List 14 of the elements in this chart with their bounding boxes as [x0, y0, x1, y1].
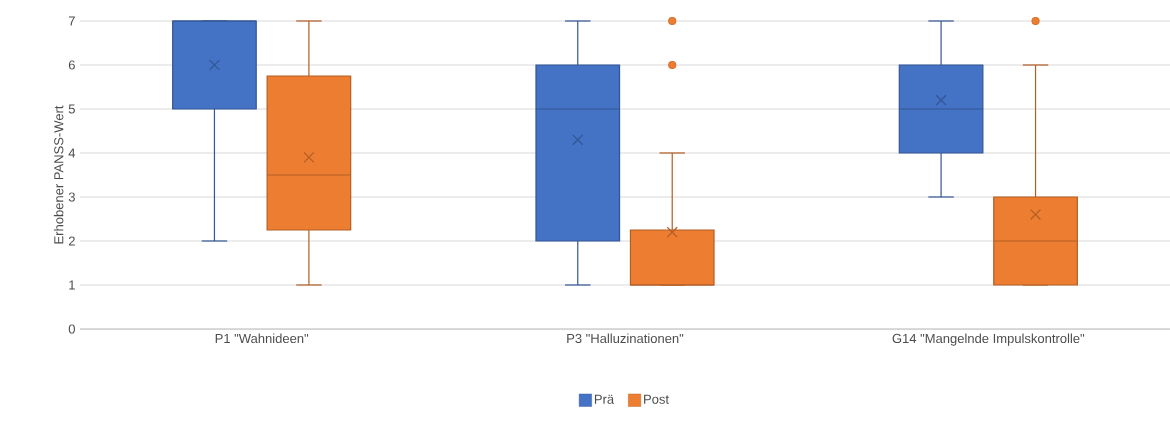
y-tick-label: 5	[68, 104, 75, 114]
y-tick-label: 2	[68, 236, 75, 246]
y-tick-label: 0	[68, 324, 75, 334]
legend-label: Prä	[594, 394, 615, 404]
y-tick-label: 1	[69, 280, 75, 290]
y-tick-label: 7	[68, 16, 75, 26]
x-tick-label: P3 "Halluzinationen"	[567, 333, 684, 344]
y-tick-label: 6	[68, 60, 75, 70]
y-axis-title: Erhobener PANSS-Wert	[53, 105, 64, 244]
y-tick-label: 4	[68, 148, 76, 158]
y-tick-label: 3	[68, 192, 75, 202]
x-tick-label: G14 "Mangelnde Impulskontrolle"	[892, 333, 1085, 346]
x-tick-label: P1 "Wahnideen"	[215, 333, 309, 344]
legend-label: Post	[644, 394, 669, 404]
